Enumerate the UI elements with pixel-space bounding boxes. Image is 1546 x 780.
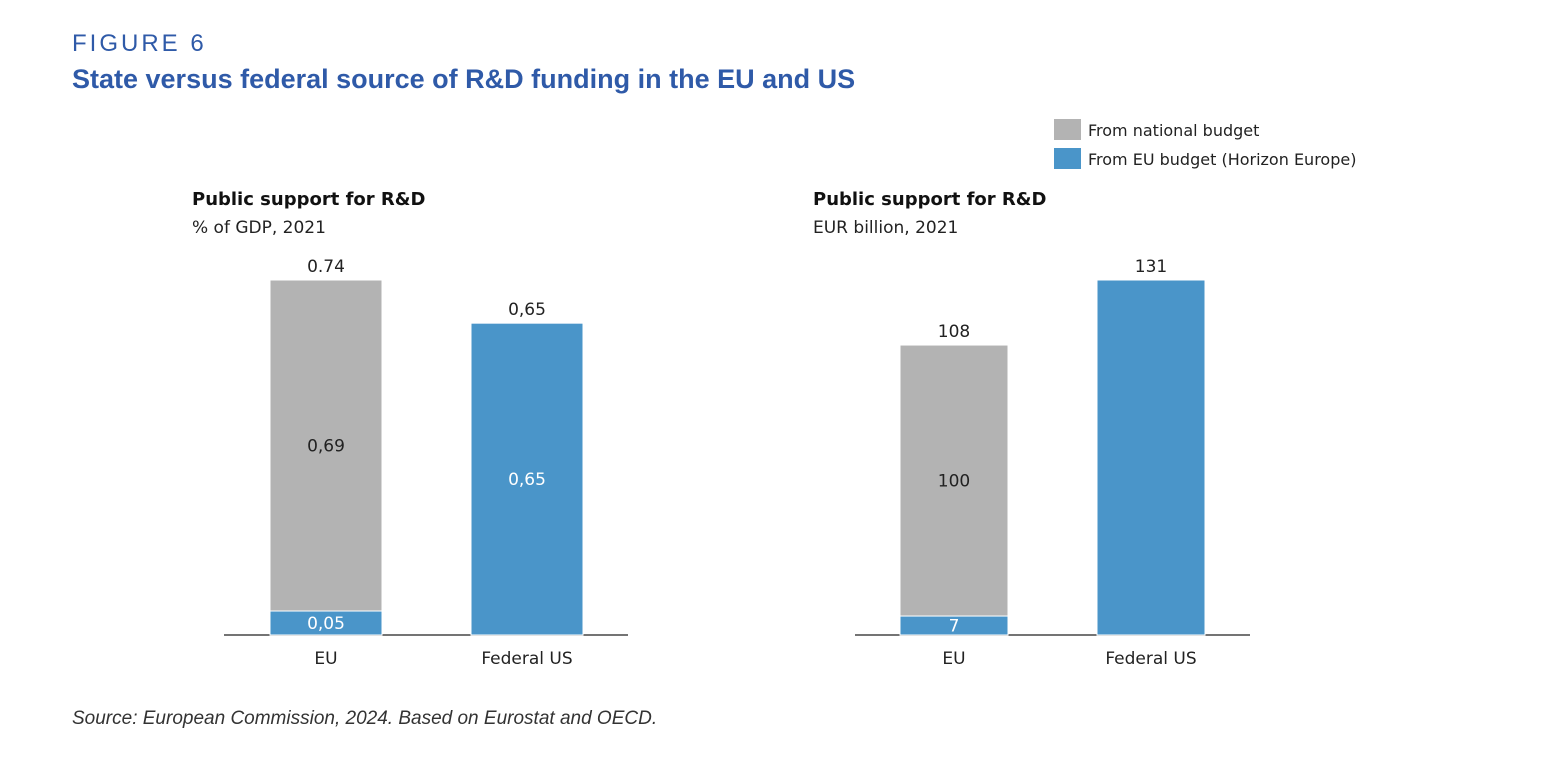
category-label-eur-eu: EU	[942, 649, 965, 669]
legend-label-national: From national budget	[1088, 121, 1259, 140]
legend-label-eu-budget: From EU budget (Horizon Europe)	[1088, 150, 1356, 169]
total-label-eur-federal-us: 131	[1135, 257, 1167, 277]
chart-area: From national budget From EU budget (Hor…	[192, 119, 1356, 669]
panel-eur-title: Public support for R&D	[813, 189, 1046, 210]
source-note: Source: European Commission, 2024. Based…	[72, 708, 658, 729]
data-label-gdp-federal-us-eu-budget: 0,65	[508, 470, 546, 490]
legend-swatch-national	[1054, 119, 1081, 140]
bar-eur-eu-national	[899, 344, 1009, 617]
panel-gdp-subtitle: % of GDP, 2021	[192, 218, 326, 238]
bar-gdp-federal-us-eu-budget	[470, 322, 584, 636]
bar-eur-federal-us-eu-budget	[1096, 279, 1206, 636]
legend: From national budget From EU budget (Hor…	[1054, 119, 1356, 169]
category-label-gdp-eu: EU	[314, 649, 337, 669]
panel-gdp-title: Public support for R&D	[192, 189, 425, 210]
total-label-eur-eu: 108	[938, 322, 970, 342]
figure-label: FIGURE 6	[72, 30, 207, 57]
data-label-eur-eu-national: 100	[938, 472, 970, 492]
legend-swatch-eu-budget	[1054, 148, 1081, 169]
panel-eur-subtitle: EUR billion, 2021	[813, 218, 958, 238]
data-label-gdp-eu-eu-budget: 0,05	[307, 614, 345, 634]
panel-eur: Public support for R&D EUR billion, 2021…	[813, 189, 1250, 669]
total-label-gdp-eu: 0.74	[307, 257, 345, 277]
bar-gdp-eu-national	[269, 279, 383, 612]
category-label-eur-federal-us: Federal US	[1105, 649, 1196, 669]
data-label-eur-eu-eu-budget: 7	[949, 617, 960, 637]
category-label-gdp-federal-us: Federal US	[481, 649, 572, 669]
total-label-gdp-federal-us: 0,65	[508, 300, 546, 320]
figure-title: State versus federal source of R&D fundi…	[72, 64, 856, 94]
panel-gdp: Public support for R&D % of GDP, 2021 0,…	[192, 189, 628, 669]
data-label-gdp-eu-national: 0,69	[307, 437, 345, 457]
